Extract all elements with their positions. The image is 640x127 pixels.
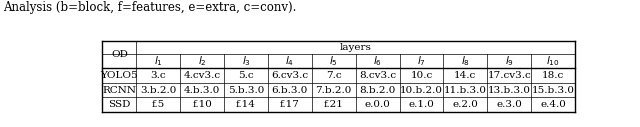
Text: layers: layers — [340, 43, 372, 52]
Text: 18.c: 18.c — [542, 71, 564, 80]
Text: e.2.0: e.2.0 — [452, 100, 478, 109]
Text: 3.b.2.0: 3.b.2.0 — [140, 86, 177, 95]
Text: $l_3$: $l_3$ — [241, 54, 250, 68]
Text: e.3.0: e.3.0 — [496, 100, 522, 109]
Text: f.14: f.14 — [236, 100, 256, 109]
Text: $l_2$: $l_2$ — [198, 54, 207, 68]
Text: RCNN: RCNN — [102, 86, 136, 95]
Text: 4.b.3.0: 4.b.3.0 — [184, 86, 220, 95]
Text: f.17: f.17 — [280, 100, 300, 109]
Text: 7.b.2.0: 7.b.2.0 — [316, 86, 352, 95]
Text: 13.b.3.0: 13.b.3.0 — [488, 86, 531, 95]
Text: 14.c: 14.c — [454, 71, 476, 80]
Text: $l_8$: $l_8$ — [461, 54, 470, 68]
Text: 17.cv3.c: 17.cv3.c — [487, 71, 531, 80]
Text: $l_4$: $l_4$ — [285, 54, 294, 68]
Text: $l_5$: $l_5$ — [330, 54, 338, 68]
Text: $l_9$: $l_9$ — [505, 54, 514, 68]
Text: e.0.0: e.0.0 — [365, 100, 390, 109]
Text: 15.b.3.0: 15.b.3.0 — [532, 86, 575, 95]
Text: 5.b.3.0: 5.b.3.0 — [228, 86, 264, 95]
Text: SSD: SSD — [108, 100, 131, 109]
Text: 4.cv3.c: 4.cv3.c — [184, 71, 221, 80]
Text: 7.c: 7.c — [326, 71, 342, 80]
Text: Analysis (b=block, f=features, e=extra, c=conv).: Analysis (b=block, f=features, e=extra, … — [3, 1, 296, 14]
Text: 8.b.2.0: 8.b.2.0 — [360, 86, 396, 95]
Text: 3.c: 3.c — [150, 71, 166, 80]
Text: OD: OD — [111, 50, 128, 59]
Text: 10.c: 10.c — [410, 71, 433, 80]
Text: 11.b.3.0: 11.b.3.0 — [444, 86, 487, 95]
Text: YOLO5: YOLO5 — [100, 71, 138, 80]
Text: $l_1$: $l_1$ — [154, 54, 163, 68]
Text: f.5: f.5 — [152, 100, 165, 109]
Text: 5.c: 5.c — [238, 71, 254, 80]
Text: $l_6$: $l_6$ — [373, 54, 382, 68]
Text: $l_7$: $l_7$ — [417, 54, 426, 68]
Text: f.21: f.21 — [324, 100, 344, 109]
Text: 6.cv3.c: 6.cv3.c — [271, 71, 308, 80]
Text: f.10: f.10 — [192, 100, 212, 109]
Text: $l_{10}$: $l_{10}$ — [547, 54, 560, 68]
Text: 10.b.2.0: 10.b.2.0 — [400, 86, 443, 95]
Text: 6.b.3.0: 6.b.3.0 — [272, 86, 308, 95]
Text: e.4.0: e.4.0 — [540, 100, 566, 109]
Text: 8.cv3.c: 8.cv3.c — [359, 71, 396, 80]
Text: e.1.0: e.1.0 — [408, 100, 435, 109]
